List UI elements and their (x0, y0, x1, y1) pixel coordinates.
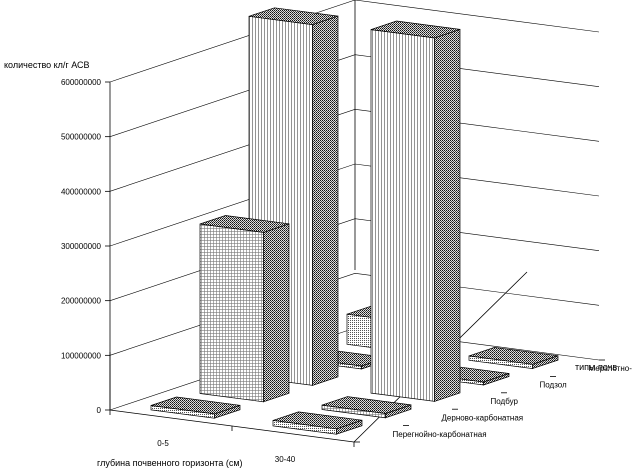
depth-tick-label: Дерново-карбонатная (442, 413, 524, 422)
gridline (109, 54, 600, 137)
bar-top-face (272, 411, 363, 430)
bar-top-face (468, 347, 559, 365)
gridline (109, 218, 600, 301)
bar-front-face (199, 223, 264, 403)
y-tick-label: 100000000 (61, 351, 102, 360)
bar (370, 20, 461, 402)
bars (150, 7, 559, 435)
depth-tick-label: Мерзлотно-таёжная (589, 364, 632, 373)
y-tick-label: 200000000 (61, 297, 102, 306)
bar (272, 411, 363, 435)
gridline (109, 108, 600, 192)
gridline (109, 0, 600, 83)
bar (199, 215, 290, 403)
depth-axis-title: типы почв (575, 362, 617, 372)
bar-top-face (370, 20, 461, 39)
bar-top-face (150, 396, 241, 415)
bar-top-face (248, 7, 339, 25)
bar-side-face (312, 15, 339, 386)
y-axis-ticks: 0 100000000 200000000 300000000 400000000 500… (61, 78, 110, 415)
gridline (109, 272, 600, 356)
depth-axis-ticks: Перегнойно-карбонатная Дерново-карбонатна… (354, 359, 632, 443)
bar-front-face (370, 29, 435, 402)
x-tick-label: 0-5 (157, 439, 169, 448)
depth-tick-label: Подбур (491, 397, 519, 406)
bar (150, 396, 241, 419)
x-axis-title: глубина почвенного горизонта (см) (97, 458, 243, 468)
y-tick-label: 400000000 (61, 187, 102, 196)
depth-tick-label: Подзол (540, 381, 568, 390)
x-tick-label: 30-40 (275, 455, 296, 464)
bar-side-face (434, 28, 461, 402)
y-tick-label: 0 (97, 406, 102, 415)
bar (468, 347, 559, 370)
y-tick-label: 300000000 (61, 242, 102, 251)
gridline (109, 163, 600, 247)
bar-top-face (199, 215, 290, 233)
bar (321, 396, 412, 419)
y-axis-title: количество кл/г АСВ (4, 60, 90, 70)
bar-top-face (321, 396, 412, 414)
y-tick-label: 500000000 (61, 133, 102, 142)
depth-tick-label: Перегнойно-карбонатная (393, 430, 487, 439)
x-axis-ticks: 0-5 30-40 (109, 410, 355, 464)
bar-side-face (263, 223, 290, 403)
y-tick-label: 600000000 (61, 78, 102, 87)
